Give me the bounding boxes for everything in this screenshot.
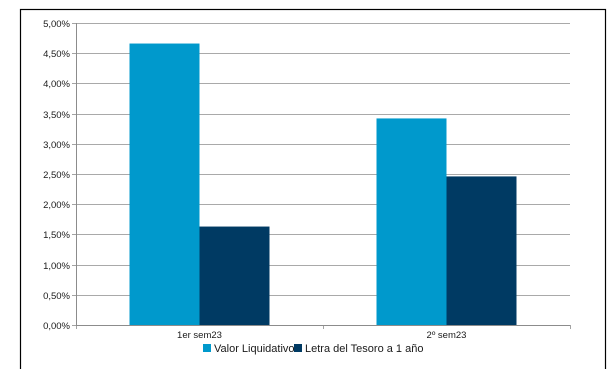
y-tick-label: 2,50%: [43, 170, 70, 181]
y-tick-label: 3,00%: [43, 140, 70, 151]
legend-label: Valor Liquidativo: [214, 343, 295, 355]
y-tick-label: 3,50%: [43, 110, 70, 121]
y-tick-label: 1,50%: [43, 230, 70, 241]
legend-swatch: [294, 344, 302, 352]
y-tick-label: 0,50%: [43, 291, 70, 302]
x-category-label: 2º sem23: [427, 330, 467, 341]
legend-label: Letra del Tesoro a 1 año: [305, 343, 423, 355]
x-category-label: 1er sem23: [177, 330, 222, 341]
axes: [76, 23, 571, 329]
bar: [376, 118, 447, 325]
bars: [129, 43, 517, 325]
y-tick-label: 5,00%: [43, 19, 70, 30]
y-tick-labels: 0,00% 0,50% 1,00% 1,50% 2,00% 2,50% 3,00% 3,50%…: [43, 19, 70, 332]
bar: [446, 176, 517, 325]
chart-border: [19, 8, 607, 369]
y-tick-label: 1,00%: [43, 261, 70, 272]
legend-swatch: [203, 344, 211, 352]
y-tick-label: 4,50%: [43, 49, 70, 60]
y-tick-label: 2,00%: [43, 200, 70, 211]
legend: Valor Liquidativo Letra del Tesoro a 1 añ…: [203, 343, 423, 355]
bar: [199, 226, 270, 325]
x-category-labels: 1er sem23 2º sem23: [177, 330, 466, 341]
y-tick-label: 0,00%: [43, 321, 70, 332]
y-tick-label: 4,00%: [43, 79, 70, 90]
bar: [129, 43, 200, 325]
